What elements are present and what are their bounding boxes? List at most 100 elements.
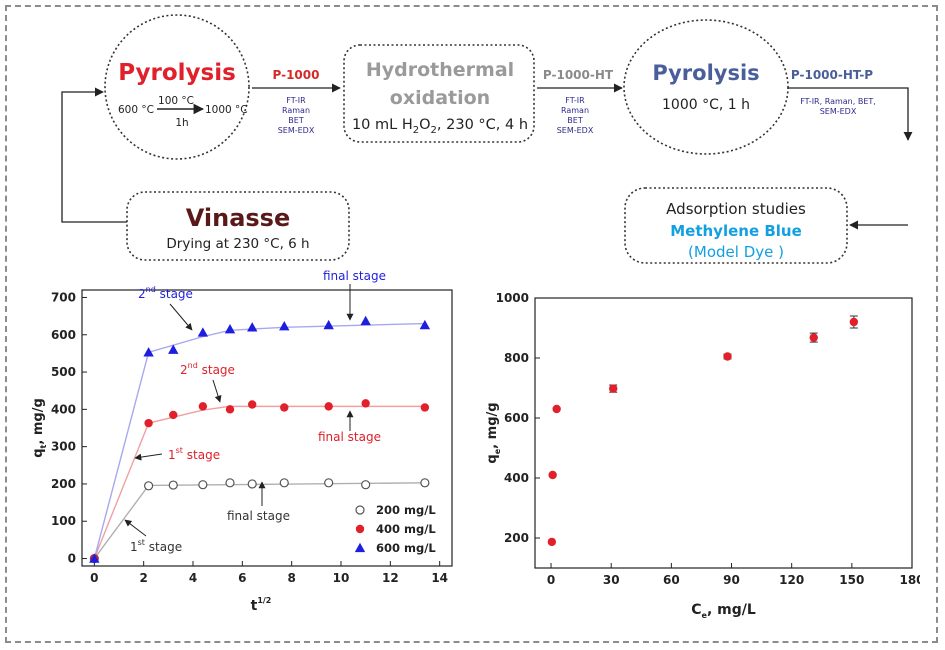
x-tick-label: 6 — [238, 571, 246, 585]
pyrolysis2-conditions: 1000 °C, 1 h — [662, 97, 750, 113]
annotation-text: 1st stage — [168, 446, 220, 462]
y-tick-label: 0 — [68, 552, 76, 566]
legend-label: 600 mg/L — [376, 541, 436, 555]
data-point — [360, 315, 371, 326]
x-tick-label: 30 — [603, 573, 620, 587]
y-tick-label: 100 — [51, 514, 76, 528]
data-point — [723, 352, 732, 361]
p1000-tech-2: BET — [288, 116, 304, 125]
data-point — [361, 480, 371, 490]
x-tick-label: 60 — [663, 573, 680, 587]
series-line — [93, 322, 425, 559]
data-point — [168, 480, 178, 490]
x-tick-label: 14 — [431, 571, 448, 585]
y-tick-label: 600 — [51, 328, 76, 342]
data-point — [198, 402, 208, 411]
legend-marker — [354, 542, 366, 553]
annotation-arrow — [124, 519, 147, 537]
x-tick-label: 0 — [90, 571, 98, 585]
data-point — [420, 478, 430, 488]
pyrolysis1-temp-end: 1000 °C — [205, 104, 248, 116]
y-tick-label: 200 — [51, 477, 76, 491]
data-point — [323, 319, 334, 330]
hydro-conditions: 10 mL H2O2, 230 °C, 4 h — [352, 117, 528, 136]
data-point — [168, 344, 179, 354]
data-point — [89, 553, 100, 563]
adsorption-line1: Adsorption studies — [666, 200, 806, 218]
p1000htp-tech-1: FT-IR, Raman, BET, — [800, 97, 876, 106]
hydrothermal-box — [343, 44, 535, 143]
arrow-to-adsorption — [788, 87, 913, 141]
annotation-text: 1st stage — [130, 538, 182, 554]
p1000-tech-3: SEM-EDX — [278, 126, 315, 135]
data-point — [324, 478, 334, 488]
pyrolysis2-circle — [623, 19, 789, 155]
annotation-text: 2nd stage — [138, 285, 193, 301]
legend-label: 200 mg/L — [376, 503, 436, 517]
vinasse-box — [126, 191, 350, 261]
p1000htp-label: P-1000-HT-P — [791, 68, 873, 82]
plot-frame — [534, 297, 913, 569]
x-tick-label: 0 — [547, 573, 555, 587]
adsorption-line2: Methylene Blue — [670, 222, 802, 240]
x-tick-label: 2 — [139, 571, 147, 585]
data-point — [609, 384, 618, 393]
data-point — [144, 418, 153, 428]
adsorption-box — [624, 187, 848, 264]
adsorption-line3: (Model Dye ) — [688, 243, 784, 261]
pyrolysis1-temp-start: 600 °C — [118, 104, 154, 116]
data-point — [361, 399, 370, 408]
p1000htp-tech-2: SEM-EDX — [820, 107, 857, 116]
p1000ht-tech-0: FT-IR — [565, 96, 585, 105]
data-point — [279, 478, 289, 488]
y-tick-label: 300 — [51, 440, 76, 454]
data-point — [279, 320, 290, 331]
x-tick-label: 90 — [723, 573, 740, 587]
pyrolysis1-temp-mid: 100 °C — [158, 95, 194, 107]
data-point — [198, 480, 208, 490]
annotation-arrow — [169, 303, 193, 331]
y-tick-label: 600 — [504, 411, 529, 425]
p1000-tech-0: FT-IR — [286, 96, 306, 105]
p1000ht-tech-3: SEM-EDX — [557, 126, 594, 135]
data-point — [224, 323, 236, 334]
p1000ht-tech-2: BET — [567, 116, 583, 125]
x-tick-label: 180 — [899, 573, 920, 587]
annotation-text: 2nd stage — [180, 361, 235, 377]
data-point — [547, 537, 557, 547]
data-point — [419, 319, 431, 330]
data-point — [420, 403, 430, 412]
data-point — [143, 347, 154, 357]
y-axis-label: qt, mg/g — [31, 398, 48, 458]
y-tick-label: 400 — [51, 402, 76, 416]
x-axis-label: Ce, mg/L — [691, 602, 756, 620]
y-tick-label: 800 — [504, 351, 529, 365]
x-tick-label: 4 — [189, 571, 197, 585]
annotation-arrow — [212, 379, 222, 403]
kinetics-chart: 0 2 4 6 8 10 12 14 0 100 200 300 400 500 600 700 t1/2 qt,… — [31, 269, 453, 614]
data-point — [225, 405, 235, 414]
pyrolysis1-title: Pyrolysis — [118, 60, 236, 86]
pyrolysis1-time: 1h — [175, 117, 188, 129]
data-point — [809, 333, 818, 342]
x-axis-label: t1/2 — [251, 596, 272, 614]
x-tick-label: 10 — [333, 571, 350, 585]
y-tick-label: 1000 — [496, 291, 529, 305]
dashed-frame — [5, 5, 938, 643]
pyrolysis1-circle — [104, 14, 250, 160]
arrow-vinasse-to-pyrolysis — [61, 87, 127, 223]
data-point — [197, 327, 209, 337]
y-tick-label: 700 — [51, 290, 76, 304]
vinasse-title: Vinasse — [186, 204, 291, 232]
data-point — [849, 317, 859, 327]
data-point — [169, 410, 178, 420]
data-point — [247, 322, 258, 332]
y-tick-label: 200 — [504, 531, 529, 545]
data-point — [248, 400, 257, 409]
hydro-title-1: Hydrothermal — [366, 59, 514, 81]
p1000ht-label: P-1000-HT — [543, 68, 614, 82]
legend-marker — [355, 505, 365, 515]
vinasse-conditions: Drying at 230 °C, 6 h — [166, 236, 309, 252]
data-point — [552, 404, 561, 414]
